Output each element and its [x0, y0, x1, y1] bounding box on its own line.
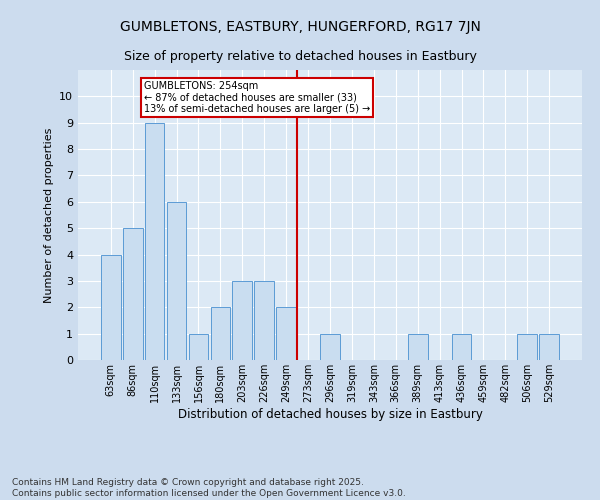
Bar: [276, 308, 296, 360]
Bar: [123, 228, 143, 360]
Bar: [408, 334, 428, 360]
Bar: [145, 122, 164, 360]
Y-axis label: Number of detached properties: Number of detached properties: [44, 128, 53, 302]
Bar: [211, 308, 230, 360]
Bar: [167, 202, 187, 360]
X-axis label: Distribution of detached houses by size in Eastbury: Distribution of detached houses by size …: [178, 408, 482, 420]
Bar: [452, 334, 472, 360]
Text: GUMBLETONS, EASTBURY, HUNGERFORD, RG17 7JN: GUMBLETONS, EASTBURY, HUNGERFORD, RG17 7…: [119, 20, 481, 34]
Bar: [320, 334, 340, 360]
Bar: [101, 254, 121, 360]
Text: Size of property relative to detached houses in Eastbury: Size of property relative to detached ho…: [124, 50, 476, 63]
Bar: [188, 334, 208, 360]
Text: Contains HM Land Registry data © Crown copyright and database right 2025.
Contai: Contains HM Land Registry data © Crown c…: [12, 478, 406, 498]
Bar: [232, 281, 252, 360]
Text: GUMBLETONS: 254sqm
← 87% of detached houses are smaller (33)
13% of semi-detache: GUMBLETONS: 254sqm ← 87% of detached hou…: [143, 80, 370, 114]
Bar: [539, 334, 559, 360]
Bar: [517, 334, 537, 360]
Bar: [254, 281, 274, 360]
